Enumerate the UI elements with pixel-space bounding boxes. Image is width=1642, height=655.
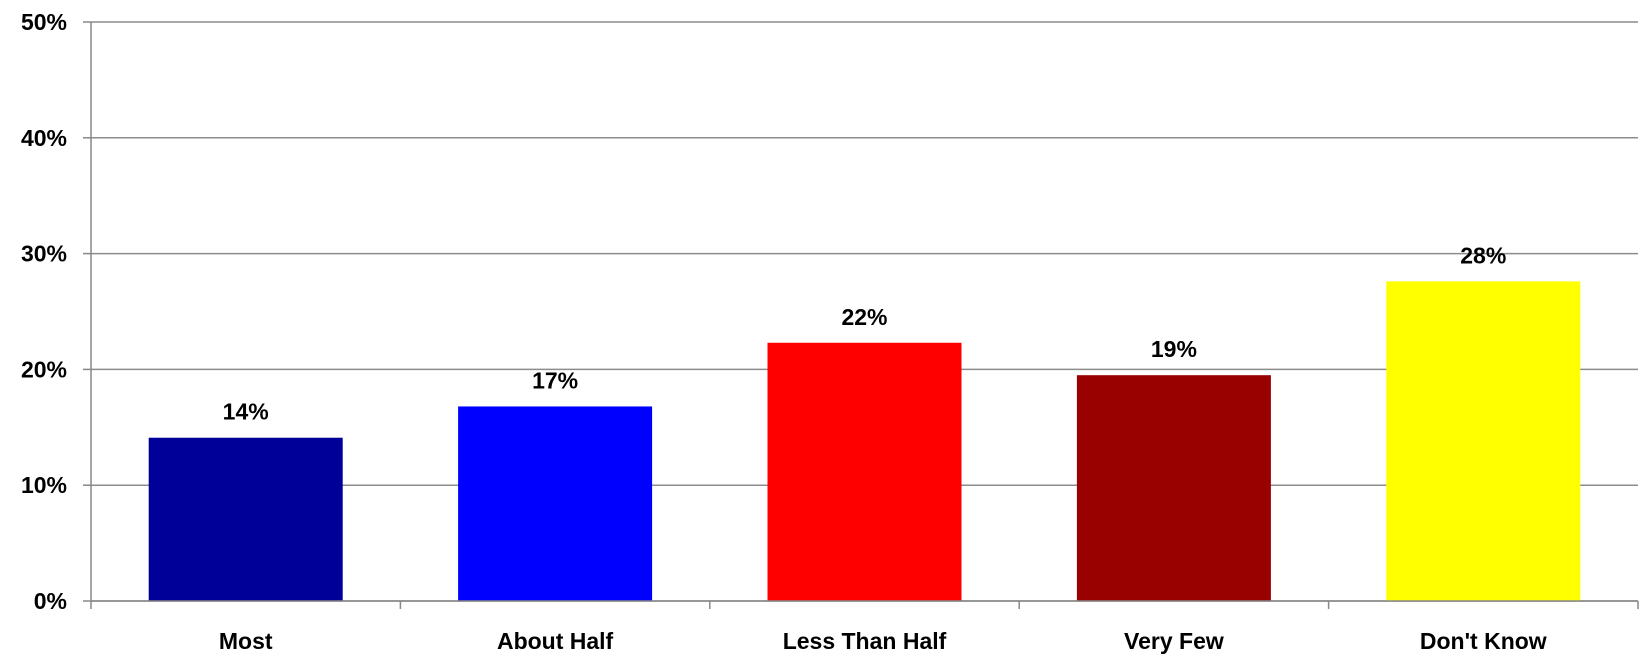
x-tick-label: Most	[219, 628, 273, 654]
bars	[148, 281, 1581, 601]
bar	[1076, 375, 1271, 601]
y-tick-label: 10%	[21, 472, 67, 498]
data-label: 19%	[1151, 336, 1197, 362]
data-labels: 14% 17% 22% 19% 28%	[223, 242, 1507, 424]
bar	[458, 406, 653, 601]
y-tick-label: 50%	[21, 9, 67, 35]
data-label: 28%	[1460, 242, 1506, 268]
y-tick-label: 20%	[21, 356, 67, 382]
bar	[148, 437, 343, 601]
x-tick-label: Very Few	[1124, 628, 1224, 654]
data-label: 22%	[841, 304, 887, 330]
y-tick-label: 40%	[21, 125, 67, 151]
bar	[767, 342, 962, 601]
data-label: 17%	[532, 367, 578, 393]
bar	[1386, 281, 1581, 601]
data-label: 14%	[223, 399, 269, 425]
y-tick-label: 0%	[34, 588, 67, 614]
y-tick-label: 30%	[21, 241, 67, 267]
x-tick-label: Less Than Half	[783, 628, 947, 654]
y-axis-ticks: 0% 10% 20% 30% 40% 50%	[21, 9, 91, 614]
x-tick-label: About Half	[497, 628, 614, 654]
x-axis: Most About Half Less Than Half Very Few Don'…	[90, 600, 1639, 654]
x-tick-label: Don't Know	[1420, 628, 1547, 654]
